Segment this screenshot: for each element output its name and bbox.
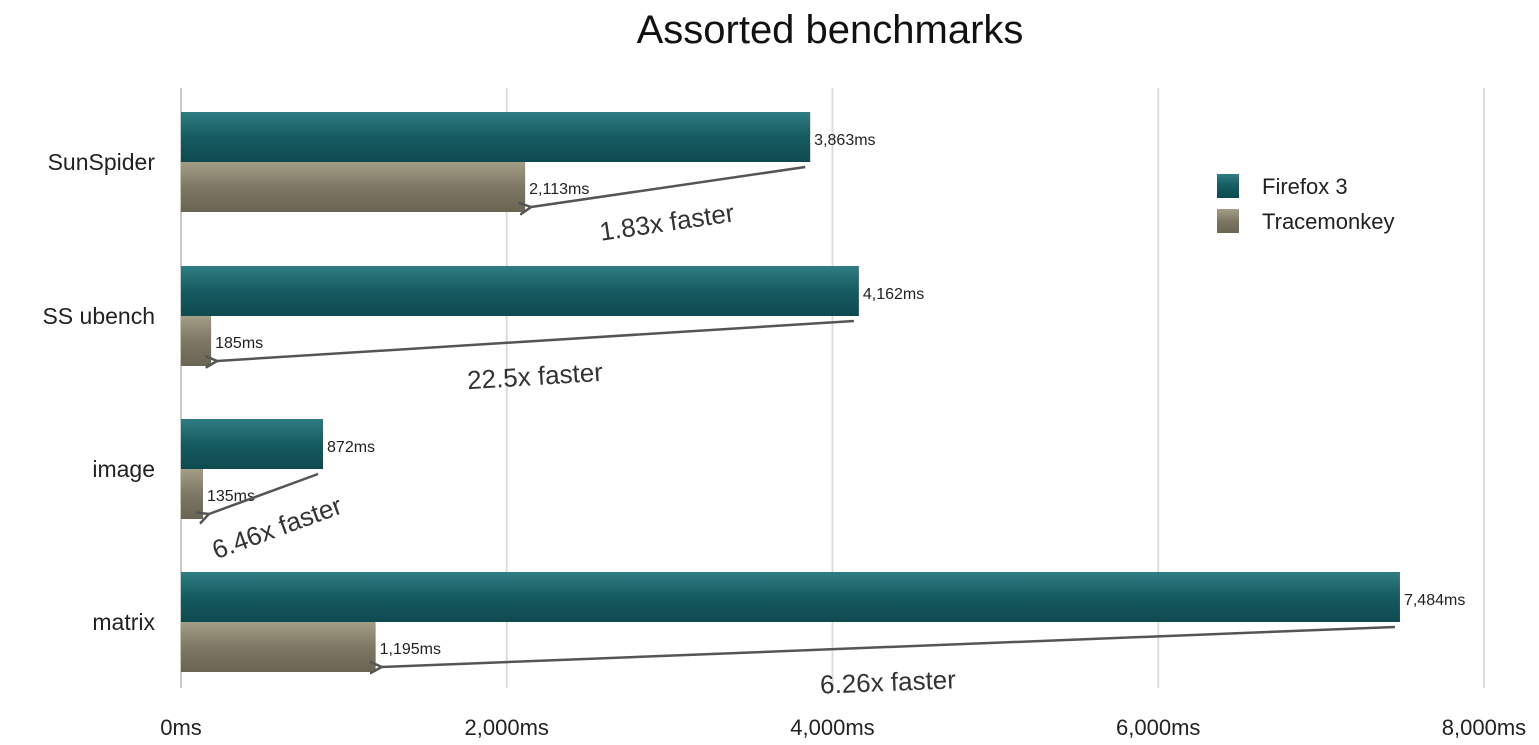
x-tick-label: 8,000ms <box>1442 715 1526 740</box>
data-label-firefox3: 4,162ms <box>863 286 924 303</box>
bar-firefox3 <box>181 572 1400 622</box>
x-tick-label: 6,000ms <box>1116 715 1200 740</box>
speedup-arrow <box>531 165 806 207</box>
legend-label: Firefox 3 <box>1262 174 1348 199</box>
x-tick-label: 0ms <box>160 715 202 740</box>
speedup-arrow <box>382 625 1396 667</box>
speedup-label: 1.83x faster <box>597 197 736 246</box>
data-label-tracemonkey: 185ms <box>215 335 263 352</box>
data-label-firefox3: 872ms <box>327 439 375 456</box>
data-label-tracemonkey: 2,113ms <box>529 181 589 198</box>
bar-tracemonkey <box>181 162 526 212</box>
bar-firefox3 <box>181 419 324 469</box>
bar-firefox3 <box>181 112 811 162</box>
chart-title: Assorted benchmarks <box>636 8 1024 52</box>
category-label: SS ubench <box>42 303 155 329</box>
x-tick-label: 4,000ms <box>790 715 874 740</box>
speedup-arrow <box>209 472 319 514</box>
data-label-tracemonkey: 1,195ms <box>380 641 441 658</box>
legend-swatch <box>1217 174 1239 198</box>
data-label-firefox3: 7,484ms <box>1404 592 1465 609</box>
speedup-label: 22.5x faster <box>466 357 604 395</box>
category-label: SunSpider <box>48 149 156 175</box>
speedup-arrow <box>217 319 854 361</box>
category-label: matrix <box>92 609 155 635</box>
bar-tracemonkey <box>181 316 212 366</box>
data-label-tracemonkey: 135ms <box>207 488 255 505</box>
x-tick-label: 2,000ms <box>465 715 549 740</box>
bar-firefox3 <box>181 266 859 316</box>
legend-swatch <box>1217 209 1239 233</box>
speedup-label: 6.26x faster <box>819 664 956 699</box>
category-label: image <box>92 456 155 482</box>
data-label-firefox3: 3,863ms <box>814 132 875 149</box>
bar-tracemonkey <box>181 622 376 672</box>
bar-tracemonkey <box>181 469 203 519</box>
legend-label: Tracemonkey <box>1262 209 1394 234</box>
